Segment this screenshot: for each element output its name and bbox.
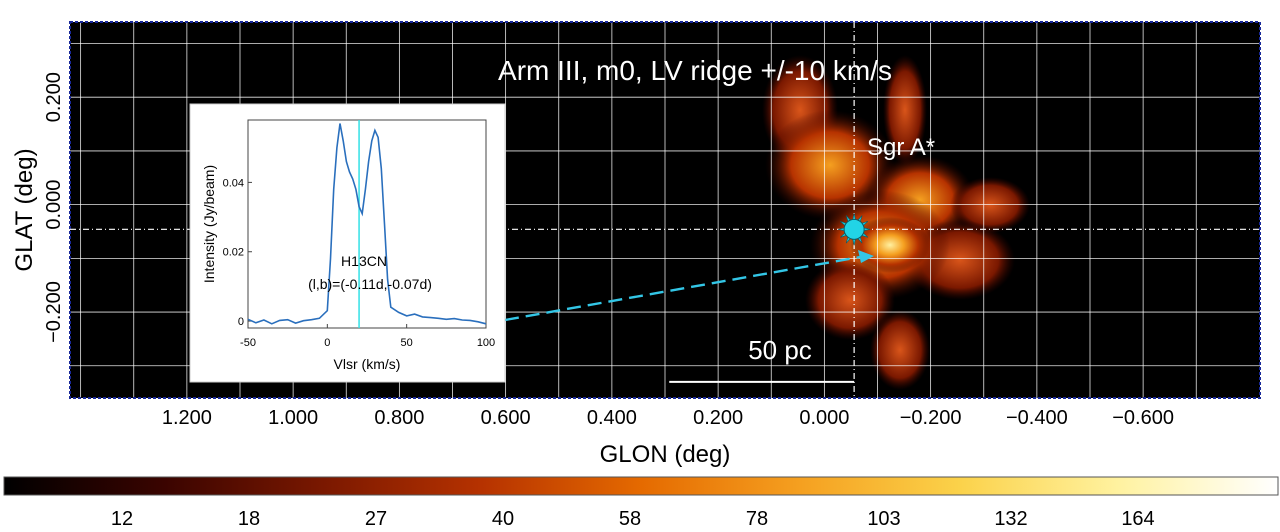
inset-y-label: Intensity (Jy/beam) — [201, 165, 217, 283]
colorbar-tick-label: 12 — [111, 508, 133, 530]
y-axis-ticks: 0.200 0.000 −0.200 — [43, 72, 65, 343]
colorbar-tick-label: 18 — [238, 508, 260, 530]
y-axis-label: GLAT (deg) — [11, 148, 38, 271]
inset-x-ticks: -50 0 50 100 — [240, 324, 495, 349]
colorbar-tick-label: 58 — [619, 508, 641, 530]
y-tick-label: −0.200 — [43, 281, 65, 343]
inset-y-ticks: 0 0.02 0.04 — [223, 177, 252, 328]
pointer-arrow — [504, 255, 861, 322]
colorbar-ticks: 12 18 27 40 58 78 103 132 164 — [111, 508, 1155, 530]
x-tick-label: −0.400 — [1006, 407, 1068, 429]
plot-frame — [69, 21, 1261, 399]
inset-x-label: Vlsr (km/s) — [334, 356, 401, 372]
y-tick-label: 0.200 — [43, 72, 65, 122]
colorbar-tick-label: 78 — [746, 508, 768, 530]
colorbar-tick-label: 27 — [365, 508, 387, 530]
emission-map — [762, 55, 1030, 390]
colorbar — [3, 476, 1279, 496]
chart-title: Arm III, m0, LV ridge +/-10 km/s — [498, 55, 892, 86]
colorbar-tick-label: 40 — [492, 508, 514, 530]
x-tick-label: 0.600 — [481, 407, 531, 429]
inset-spectrum: 0 0.02 0.04 -50 0 50 100 H13CN (l,b)=(-0.11d,… — [189, 103, 506, 383]
colorbar-tick-label: 132 — [994, 508, 1027, 530]
x-tick-label: −0.600 — [1112, 407, 1174, 429]
colorbar-tick-label: 103 — [867, 508, 900, 530]
inset-y-tick-label: 0.02 — [223, 247, 244, 259]
inset-position-label: (l,b)=(-0.11d,-0.07d) — [308, 276, 432, 292]
inset-x-tick-label: 50 — [401, 337, 413, 349]
inset-y-tick-label: 0 — [238, 316, 244, 328]
x-tick-label: 0.400 — [587, 407, 637, 429]
y-tick-label: 0.000 — [43, 180, 65, 230]
x-tick-label: 0.000 — [799, 407, 849, 429]
x-axis-ticks: 1.200 1.000 0.800 0.600 0.400 0.200 0.000 −0.20… — [162, 407, 1174, 429]
inset-x-tick-label: 0 — [324, 337, 330, 349]
inset-x-tick-label: 100 — [477, 337, 495, 349]
inset-frame — [247, 119, 487, 329]
x-tick-label: 0.200 — [693, 407, 743, 429]
pointer-arrow-head — [858, 250, 874, 263]
inset-y-tick-label: 0.04 — [223, 177, 244, 189]
sgra-star-icon — [838, 213, 871, 246]
x-tick-label: 1.000 — [268, 407, 318, 429]
sgra-label: Sgr A* — [867, 134, 935, 161]
inset-x-tick-label: -50 — [240, 337, 256, 349]
scale-bar-label: 50 pc — [748, 335, 812, 365]
x-tick-label: 1.200 — [162, 407, 212, 429]
colorbar-tick-label: 164 — [1121, 508, 1154, 530]
x-axis-label: GLON (deg) — [600, 441, 731, 468]
x-tick-label: −0.200 — [900, 407, 962, 429]
inset-species-label: H13CN — [341, 253, 387, 269]
inset-spectrum-line — [247, 123, 487, 325]
x-tick-label: 0.800 — [374, 407, 424, 429]
